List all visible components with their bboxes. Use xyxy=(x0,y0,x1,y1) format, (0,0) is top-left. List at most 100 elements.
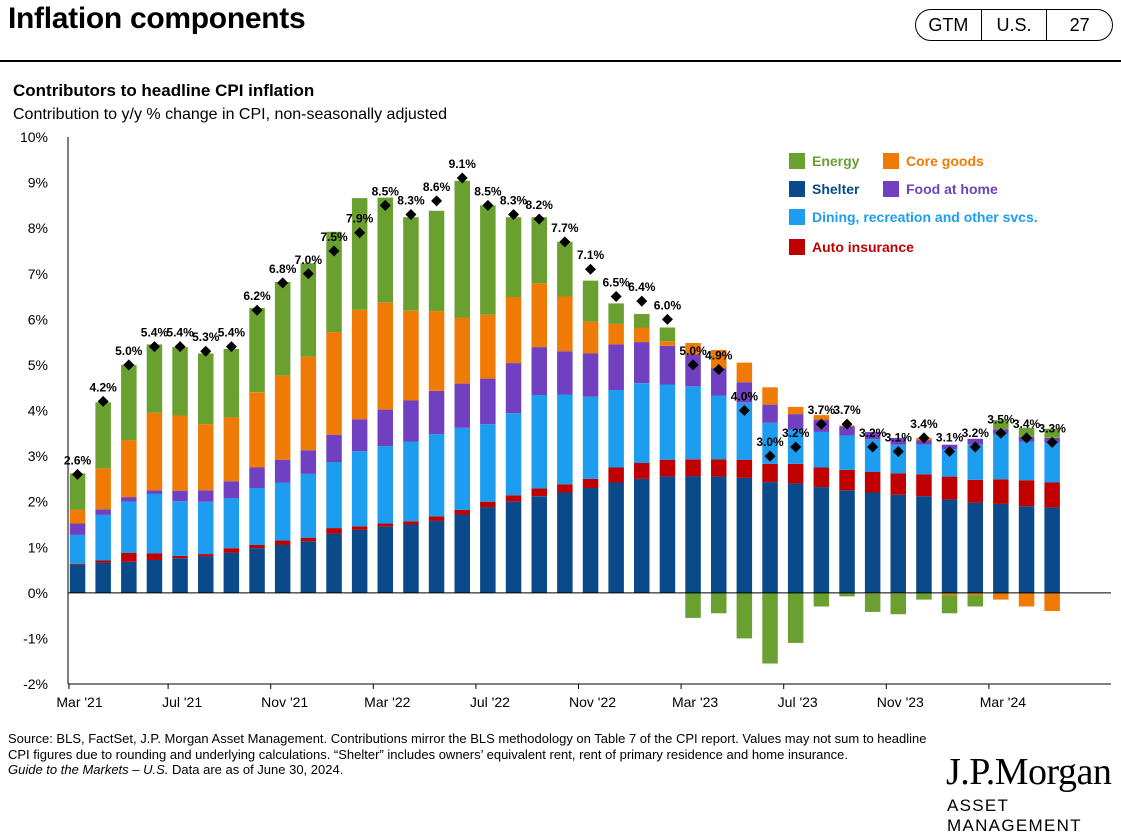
headline-cpi-label: 5.4% xyxy=(166,326,194,340)
bar-segment-dining-recreation-and-other-svcs xyxy=(916,444,932,475)
bar-segment-dining-recreation-and-other-svcs xyxy=(351,451,368,527)
bar-segment-energy xyxy=(736,592,753,639)
bar-segment-core-goods xyxy=(505,297,522,364)
bar-segment-shelter xyxy=(223,552,240,593)
legend-swatch xyxy=(883,153,899,169)
x-tick-label: Mar '24 xyxy=(980,694,1026,710)
bar-segment-food-at-home xyxy=(864,431,881,440)
x-tick-label: Mar '22 xyxy=(364,694,410,710)
headline-cpi-label: 6.5% xyxy=(602,276,630,290)
bar-segment-energy xyxy=(377,197,393,303)
bar-segment-core-goods xyxy=(326,332,342,435)
bar-segment-food-at-home xyxy=(300,450,317,474)
bar-segment-energy xyxy=(634,313,650,328)
bar-segment-shelter xyxy=(864,492,881,593)
bar-segment-core-goods xyxy=(274,375,291,460)
headline-cpi-label: 4.2% xyxy=(89,380,117,394)
bar-segment-food-at-home xyxy=(736,382,753,403)
bar-segment-energy xyxy=(274,282,291,376)
bar-segment-shelter xyxy=(967,502,983,593)
bar-segment-auto-insurance xyxy=(403,521,419,525)
headline-cpi-marker xyxy=(482,199,494,211)
page-title: Inflation components xyxy=(8,2,306,35)
bar-segment-food-at-home xyxy=(557,351,573,395)
x-tick-label: Jul '22 xyxy=(470,694,510,710)
y-tick-label: 7% xyxy=(28,266,48,282)
bar-segment-shelter xyxy=(582,488,599,593)
headline-cpi-marker xyxy=(97,395,109,407)
headline-cpi-marker xyxy=(636,295,648,307)
bar-segment-auto-insurance xyxy=(249,545,265,549)
y-tick-label: 2% xyxy=(28,494,48,510)
x-tick-label: Jul '21 xyxy=(162,694,202,710)
headline-cpi-marker xyxy=(790,441,802,453)
legend-label: Food at home xyxy=(906,181,998,197)
bar-segment-shelter xyxy=(403,524,419,593)
headline-cpi-marker xyxy=(508,208,520,220)
chart-title: Contributors to headline CPI inflation xyxy=(13,81,315,100)
headline-cpi-label: 3.1% xyxy=(885,431,913,445)
bar-segment-food-at-home xyxy=(146,490,163,494)
bar-segment-shelter xyxy=(300,541,317,593)
bar-segment-auto-insurance xyxy=(274,540,291,545)
bar-segment-core-goods xyxy=(531,283,547,348)
bar-segment-auto-insurance xyxy=(608,467,624,483)
bar-segment-auto-insurance xyxy=(557,484,573,493)
bar-segment-dining-recreation-and-other-svcs xyxy=(557,394,573,485)
headline-cpi-marker xyxy=(251,304,263,316)
bar-segment-core-goods xyxy=(787,406,804,415)
headline-cpi-label: 3.7% xyxy=(833,403,861,417)
bar-segment-core-goods xyxy=(557,296,573,352)
bar-segment-energy xyxy=(454,180,470,318)
bar-segment-food-at-home xyxy=(249,467,265,488)
headline-cpi-marker xyxy=(200,345,212,357)
headline-cpi-label: 5.0% xyxy=(115,344,143,358)
bar-segment-shelter xyxy=(787,483,804,593)
bar-segment-dining-recreation-and-other-svcs xyxy=(274,482,291,541)
bar-segment-energy xyxy=(249,307,265,393)
headline-cpi-marker xyxy=(661,313,673,325)
legend-swatch xyxy=(789,153,805,169)
bar-segment-shelter xyxy=(711,476,727,593)
bar-segment-shelter xyxy=(377,526,393,593)
bar-segment-auto-insurance xyxy=(736,459,753,478)
bar-segment-food-at-home xyxy=(505,363,522,414)
bar-segment-food-at-home xyxy=(274,459,291,483)
bar-segment-core-goods xyxy=(685,343,701,355)
bar-segment-core-goods xyxy=(608,323,624,345)
bar-segment-energy xyxy=(505,217,522,297)
bar-segment-auto-insurance xyxy=(839,469,855,491)
bar-segment-auto-insurance xyxy=(685,459,701,477)
bar-segment-dining-recreation-and-other-svcs xyxy=(146,493,163,554)
bar-segment-core-goods xyxy=(480,314,496,379)
y-tick-label: 5% xyxy=(28,357,48,373)
bar-segment-shelter xyxy=(326,533,342,593)
header-rule xyxy=(0,60,1121,62)
bar-segment-dining-recreation-and-other-svcs xyxy=(454,427,470,510)
bar-segment-dining-recreation-and-other-svcs xyxy=(839,435,855,470)
asset-management-wordmark: ASSET MANAGEMENT xyxy=(947,796,1082,835)
jpmorgan-logo: J.P.Morgan xyxy=(946,751,1112,793)
bar-segment-auto-insurance xyxy=(121,552,137,562)
headline-cpi-marker xyxy=(354,227,366,239)
bar-segment-shelter xyxy=(505,501,522,593)
headline-cpi-marker xyxy=(738,405,750,416)
bar-segment-energy xyxy=(428,210,445,312)
headline-cpi-label: 4.0% xyxy=(731,390,759,404)
bar-segment-auto-insurance xyxy=(711,459,727,477)
page-tag: GTM U.S. 27 xyxy=(915,9,1113,41)
bar-segment-dining-recreation-and-other-svcs xyxy=(531,395,547,489)
y-tick-label: 4% xyxy=(28,403,48,419)
bar-segment-core-goods xyxy=(993,592,1009,600)
bar-segment-auto-insurance xyxy=(146,553,163,560)
headline-cpi-marker xyxy=(764,450,776,462)
bar-segment-food-at-home xyxy=(762,404,778,423)
bar-segment-auto-insurance xyxy=(505,495,522,502)
bar-segment-core-goods xyxy=(428,311,445,391)
bar-segment-shelter xyxy=(531,496,547,593)
headline-cpi-marker xyxy=(585,263,596,275)
x-tick-label: Jul '23 xyxy=(778,694,818,710)
bar-segment-dining-recreation-and-other-svcs xyxy=(634,383,650,463)
bar-segment-energy xyxy=(351,198,368,310)
headline-cpi-label: 3.7% xyxy=(808,403,836,417)
